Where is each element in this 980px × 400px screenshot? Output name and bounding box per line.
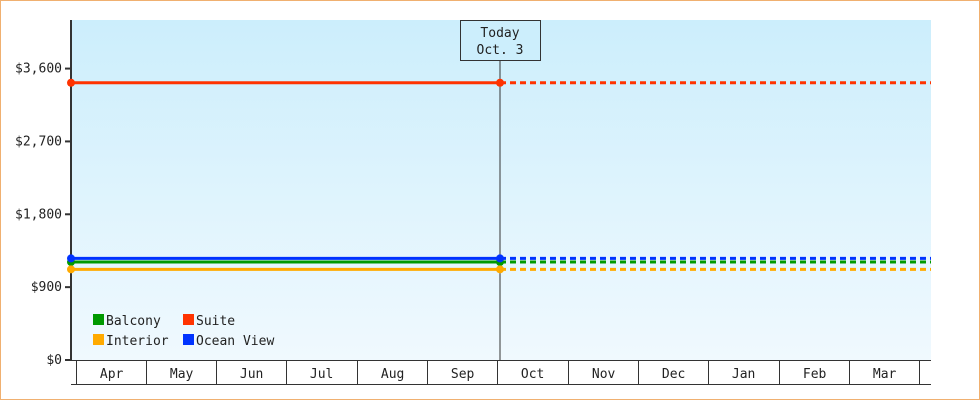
x-tick-label: Jul bbox=[310, 367, 333, 382]
legend-label: Interior bbox=[106, 334, 169, 349]
x-tick-label: Nov bbox=[592, 367, 616, 382]
legend-swatch bbox=[93, 334, 104, 345]
y-tick-label: $3,600 bbox=[15, 62, 62, 77]
series-suite bbox=[67, 78, 931, 87]
x-tick-label: Mar bbox=[873, 367, 897, 382]
y-axis: $0 $900 $1,800 $2,700 $3,600 bbox=[15, 20, 72, 368]
legend-swatch bbox=[183, 314, 194, 325]
legend-item: Balcony bbox=[93, 314, 161, 329]
today-label: Today bbox=[480, 26, 519, 41]
x-tick-label: Sep bbox=[451, 367, 475, 382]
series-group bbox=[67, 78, 931, 274]
x-tick-label: Oct bbox=[521, 367, 544, 382]
legend-item: Suite bbox=[183, 314, 235, 329]
x-tick-label: Dec bbox=[662, 367, 685, 382]
legend-label: Ocean View bbox=[196, 334, 274, 349]
x-tick-label: Jun bbox=[240, 367, 263, 382]
legend-label: Suite bbox=[196, 314, 235, 329]
x-axis: Apr May Jun Jul Aug Sep Oct Nov Dec Jan Feb Mar bbox=[71, 360, 931, 385]
legend-item: Interior bbox=[93, 334, 169, 349]
today-label-box bbox=[460, 20, 541, 61]
legend: Balcony Suite Interior Ocean View bbox=[93, 314, 274, 349]
legend-swatch bbox=[93, 314, 104, 325]
today-date: Oct. 3 bbox=[477, 43, 524, 58]
series-ocean-view bbox=[67, 254, 931, 263]
y-tick-label: $1,800 bbox=[15, 207, 62, 222]
y-tick-label: $0 bbox=[46, 353, 62, 368]
legend-item: Ocean View bbox=[183, 334, 274, 349]
x-tick-label: Apr bbox=[100, 367, 124, 382]
data-point[interactable] bbox=[67, 265, 75, 274]
x-tick-label: May bbox=[170, 367, 194, 382]
data-point[interactable] bbox=[67, 78, 75, 87]
x-tick-label: Aug bbox=[381, 367, 404, 382]
legend-swatch bbox=[183, 334, 194, 345]
series-interior bbox=[67, 265, 931, 274]
y-tick-label: $2,700 bbox=[15, 134, 62, 149]
y-tick-label: $900 bbox=[31, 280, 62, 295]
data-point[interactable] bbox=[496, 265, 504, 274]
data-point[interactable] bbox=[496, 78, 504, 87]
data-point[interactable] bbox=[496, 254, 504, 263]
x-tick-label: Feb bbox=[803, 367, 827, 382]
x-tick-label: Jan bbox=[732, 367, 755, 382]
plot-area bbox=[71, 20, 931, 360]
today-marker: Today Oct. 3 bbox=[460, 20, 541, 360]
legend-label: Balcony bbox=[106, 314, 161, 329]
data-point[interactable] bbox=[67, 254, 75, 263]
